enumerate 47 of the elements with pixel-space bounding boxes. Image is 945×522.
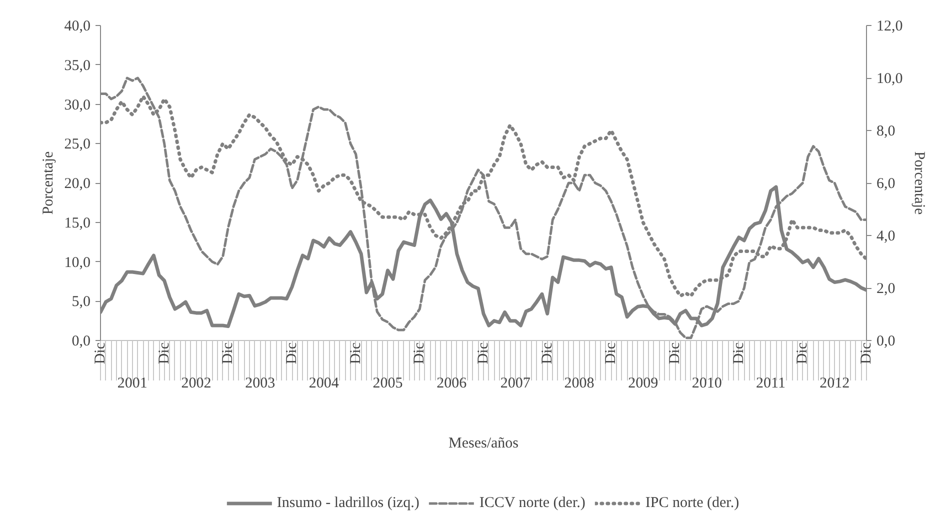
y2-axis-title: Porcentaje [910,151,927,215]
legend-label: ICCV norte (der.) [479,494,586,512]
text: 2006 [436,376,468,392]
y-tick-label: 40,0 [64,18,90,34]
text: 2004 [308,376,340,392]
y-tick-label: 20,0 [64,176,90,192]
text: 2011 [756,376,786,392]
y-tick-label: 0,0 [72,334,90,350]
text: 2003 [245,376,276,392]
x-tick-label: Dic [220,342,236,364]
x-tick-label: Dic [92,342,108,364]
y2-tick-label: 6,0 [876,176,896,192]
y2-tick-label: 8,0 [876,124,896,140]
text: 2012 [820,376,850,392]
x-tick-label: Dic [156,342,172,364]
legend-label: Insumo - ladrillos (izq.) [276,494,420,512]
y2-tick-label: 2,0 [876,281,896,297]
y2-tick-label: 0,0 [876,334,896,350]
text: 2008 [564,376,594,392]
y2-tick-label: 4,0 [876,228,896,244]
text: 2005 [372,376,403,392]
y-tick-label: 25,0 [64,136,90,153]
y-tick-label: 15,0 [64,215,90,232]
x-tick-label: Dic [539,342,556,364]
x-tick-label: Dic [858,342,874,364]
x-tick-label: Dic [412,342,428,364]
text: 2002 [181,376,212,392]
legend-label: IPC norte (der.) [645,494,740,512]
x-tick-label: Dic [730,342,747,364]
x-tick-label: Dic [603,342,620,364]
x-axis-title: Meses/años [448,436,519,452]
text: 2001 [117,376,148,392]
x-tick-label: Dic [476,342,492,364]
x-tick-label: Dic [794,342,811,364]
y2-tick-label: 10,0 [876,71,903,87]
text: 2009 [628,376,658,392]
x-tick-label: Dic [348,342,364,364]
y2-tick-label: 12,0 [876,18,903,34]
y-tick-label: 10,0 [64,254,90,271]
y-axis-title: Porcentaje [40,151,56,215]
y-tick-label: 35,0 [64,58,90,74]
x-tick-label: Dic [284,342,300,364]
text: 2007 [500,376,531,392]
text: 2010 [692,376,722,392]
y-tick-label: 30,0 [64,97,90,114]
x-tick-label: Dic [667,342,683,364]
y-tick-label: 5,0 [72,294,90,310]
